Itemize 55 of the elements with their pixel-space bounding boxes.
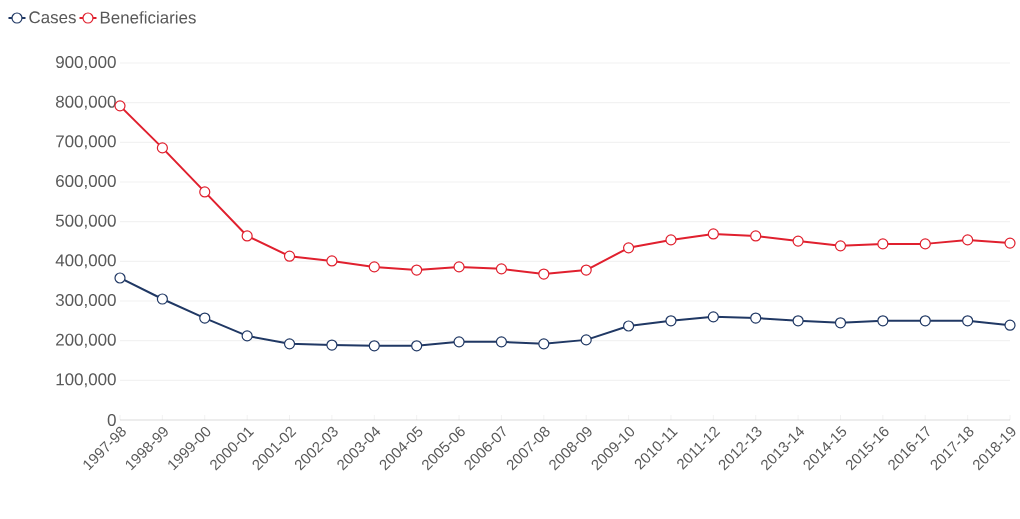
- point: [538, 338, 550, 350]
- y-tick-label: 200,000: [56, 333, 116, 348]
- point: [114, 272, 126, 284]
- point: [453, 336, 465, 348]
- point: [326, 255, 338, 267]
- point: [919, 238, 931, 250]
- y-tick-label: 600,000: [56, 175, 116, 189]
- point: [283, 250, 296, 262]
- point: [411, 264, 423, 276]
- point: [622, 242, 635, 254]
- point: [962, 315, 974, 327]
- point: [495, 263, 508, 275]
- legend-label: Beneficiaries: [100, 11, 196, 24]
- y-tick-label: 700,000: [56, 135, 116, 150]
- point: [453, 261, 465, 273]
- point: [1004, 319, 1016, 331]
- point: [792, 315, 804, 327]
- point: [283, 338, 296, 350]
- y-tick-label: 800,000: [55, 95, 116, 110]
- y-tick-label: 400,000: [55, 254, 116, 269]
- point: [750, 312, 762, 324]
- y-tick-label: 100,000: [56, 373, 116, 388]
- point: [707, 228, 719, 240]
- legend-label: Cases: [29, 11, 76, 24]
- y-tick-label: 300,000: [55, 294, 116, 308]
- point: [665, 234, 677, 246]
- point: [156, 142, 168, 154]
- point: [241, 330, 253, 342]
- point: [665, 315, 677, 327]
- point: [199, 312, 211, 324]
- point: [962, 234, 974, 246]
- y-tick-label: 0: [107, 414, 116, 426]
- point: [919, 315, 931, 327]
- point: [156, 293, 168, 305]
- point: [411, 340, 423, 352]
- point: [580, 334, 592, 346]
- point: [877, 238, 889, 250]
- point: [538, 268, 550, 280]
- point: [368, 340, 380, 352]
- point: [792, 235, 804, 247]
- point: [199, 186, 211, 198]
- point: [241, 230, 253, 242]
- point: [707, 311, 719, 323]
- y-tick-label: 900,000: [56, 56, 116, 70]
- y-tick-label: 500,000: [55, 214, 116, 229]
- point: [326, 339, 338, 351]
- point: [834, 240, 847, 252]
- point: [834, 317, 847, 329]
- point: [1004, 237, 1016, 249]
- point: [495, 336, 508, 348]
- point: [750, 230, 762, 242]
- point: [622, 320, 635, 332]
- point: [368, 261, 380, 273]
- point: [580, 264, 592, 276]
- point: [877, 315, 889, 327]
